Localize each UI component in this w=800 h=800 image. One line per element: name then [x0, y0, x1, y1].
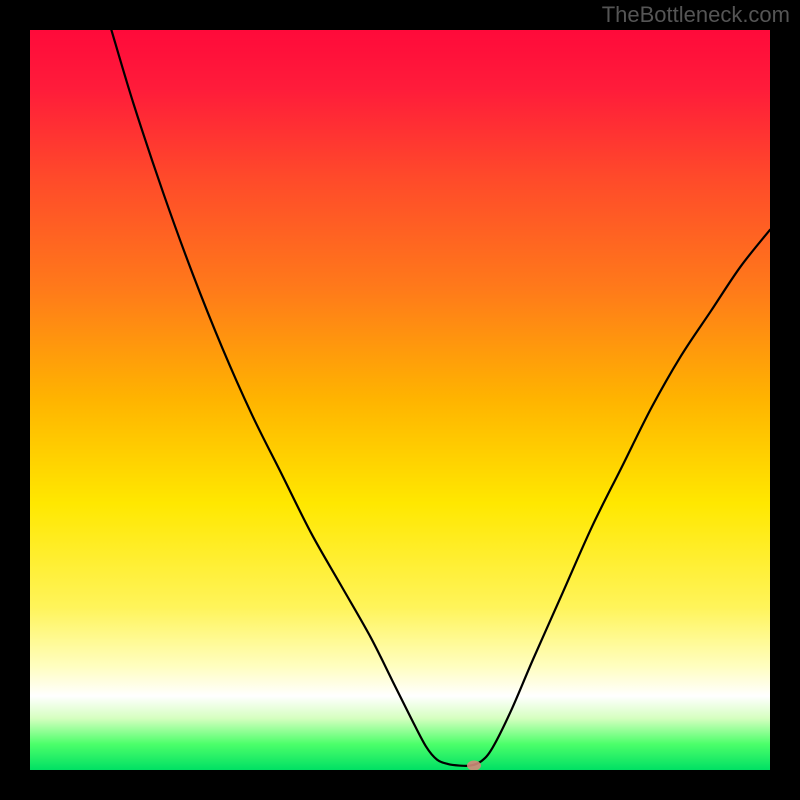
- chart-wrapper: TheBottleneck.com: [0, 0, 800, 800]
- optimal-point-marker: [467, 761, 481, 771]
- bottleneck-chart: [0, 0, 800, 800]
- plot-background-gradient: [30, 30, 770, 770]
- watermark-text: TheBottleneck.com: [602, 2, 790, 28]
